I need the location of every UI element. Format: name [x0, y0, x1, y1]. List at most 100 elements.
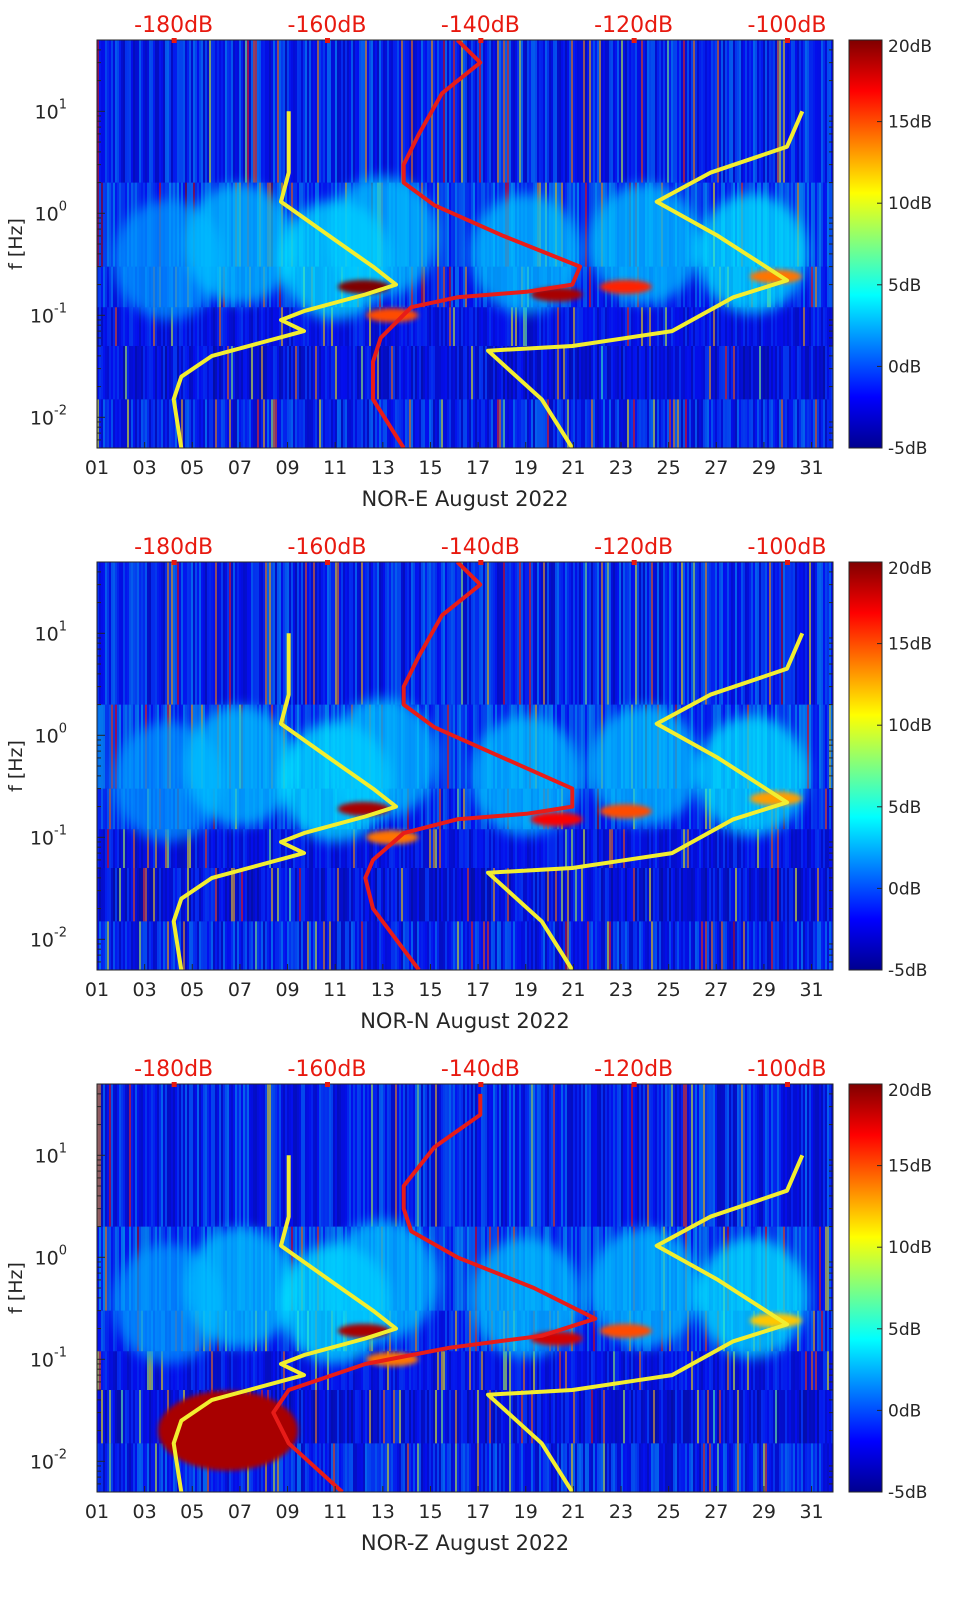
colorbar-tick-label: 5dB [888, 798, 921, 818]
x-tick-label: 07 [228, 1501, 252, 1523]
top-tick-mark [171, 38, 177, 43]
x-tick-label: 27 [704, 1501, 728, 1523]
x-tick-label: 29 [752, 457, 776, 479]
hotspot [530, 1331, 583, 1346]
noise-model-curve [271, 1093, 598, 1492]
spectrogram-texture [97, 40, 833, 448]
y-axis-label: f [Hz] [5, 218, 27, 270]
x-tick-label: 13 [371, 979, 395, 1001]
top-tick-label: -140dB [441, 535, 520, 560]
top-tick-label: -120dB [594, 1057, 673, 1082]
x-tick-label: 09 [275, 457, 299, 479]
y-tick-label: 10-2 [30, 1447, 67, 1473]
hotspot [599, 804, 652, 819]
spectrogram-plot [96, 561, 834, 971]
colorbar-tick-label: -5dB [888, 1483, 927, 1503]
top-tick-label: -160dB [288, 535, 367, 560]
colorbar-tick-label: 15dB [888, 113, 932, 133]
colorbar: 20dB 15dB 10dB 5dB 0dB -5dB [848, 37, 932, 459]
top-tick-mark [631, 1082, 637, 1087]
top-tick-mark [325, 1082, 330, 1087]
x-axis-label: NOR-N August 2022 [360, 1009, 570, 1033]
top-tick-mark [631, 38, 637, 43]
hotspot [599, 1323, 652, 1338]
colorbar-gradient [848, 1083, 883, 1493]
top-tick-mark [171, 1082, 177, 1087]
panel-nor-z: -180dB -160dB -140dB -120dB -100dB 01 03 05 07 0… [5, 1057, 932, 1555]
x-axis: 01 03 05 07 09 11 13 15 17 19 21 23 25 27 29 31 [85, 442, 824, 479]
x-tick-label: 09 [275, 979, 299, 1001]
top-tick-label: -180dB [134, 13, 213, 38]
colorbar-tick-label: 10dB [888, 1238, 932, 1258]
noise-model-curve [171, 633, 398, 970]
colorbar-tick-label: 20dB [888, 37, 932, 57]
y-tick-label: 101 [35, 97, 67, 123]
noise-model-curve [486, 1154, 805, 1492]
x-tick-label: 09 [275, 1501, 299, 1523]
x-tick-label: 27 [704, 979, 728, 1001]
x-tick-label: 31 [799, 1501, 823, 1523]
top-tick-mark [325, 38, 330, 43]
x-tick-label: 17 [466, 979, 490, 1001]
colorbar-tick-label: 5dB [888, 1320, 921, 1340]
colorbar-tick-label: -5dB [888, 961, 927, 981]
colorbar-tick-label: -5dB [888, 439, 927, 459]
x-tick-label: 21 [561, 457, 585, 479]
colorbar-tick-label: 15dB [888, 1157, 932, 1177]
y-tick-label: 10-1 [30, 823, 67, 849]
top-tick-label: -180dB [134, 535, 213, 560]
x-tick-label: 15 [418, 457, 442, 479]
x-tick-label: 15 [418, 1501, 442, 1523]
colorbar-gradient [848, 561, 883, 971]
top-tick-label: -180dB [134, 1057, 213, 1082]
colorbar-gradient [848, 39, 883, 449]
y-axis-label: f [Hz] [5, 740, 27, 792]
top-tick-mark [631, 560, 637, 565]
y-tick-label: 101 [35, 619, 67, 645]
x-tick-label: 19 [514, 979, 538, 1001]
noise-model-curve [486, 632, 805, 970]
top-tick-mark [478, 1082, 484, 1087]
top-tick-mark [785, 38, 790, 43]
top-tick-label: -120dB [594, 13, 673, 38]
x-tick-label: 11 [323, 1501, 347, 1523]
top-tick-mark [785, 560, 790, 565]
hotspot [599, 279, 652, 294]
y-tick-label: 100 [35, 1243, 67, 1269]
x-tick-label: 11 [323, 457, 347, 479]
x-tick-label: 03 [133, 979, 157, 1001]
hotspots [337, 269, 802, 323]
top-db-axis: -180dB -160dB -140dB -120dB -100dB [134, 13, 827, 43]
x-tick-label: 21 [561, 1501, 585, 1523]
x-tick-label: 23 [609, 457, 633, 479]
x-tick-label: 19 [514, 1501, 538, 1523]
x-tick-label: 23 [609, 1501, 633, 1523]
top-db-axis: -180dB -160dB -140dB -120dB -100dB [134, 1057, 827, 1087]
x-tick-label: 27 [704, 457, 728, 479]
y-tick-label: 10-1 [30, 1345, 67, 1371]
x-tick-label: 29 [752, 979, 776, 1001]
top-tick-mark [325, 560, 330, 565]
colorbar: 20dB 15dB 10dB 5dB 0dB -5dB [848, 559, 932, 981]
x-tick-label: 05 [180, 1501, 204, 1523]
y-axis-label: f [Hz] [5, 1262, 27, 1314]
x-tick-label: 03 [133, 457, 157, 479]
x-tick-label: 03 [133, 1501, 157, 1523]
noise-model-curve [171, 1155, 398, 1492]
top-tick-label: -100dB [748, 1057, 827, 1082]
spectrogram-plot [96, 1083, 834, 1493]
y-axis: 10-2 10-1 100 101 [30, 39, 833, 449]
noise-model-curve [171, 111, 398, 448]
x-tick-label: 07 [228, 979, 252, 1001]
top-tick-label: -160dB [288, 1057, 367, 1082]
panel-nor-n: -180dB -160dB -140dB -120dB -100dB 01 03 05 07 0… [5, 535, 932, 1033]
x-axis: 01 03 05 07 09 11 13 15 17 19 21 23 25 27 29 31 [85, 1486, 824, 1523]
x-tick-label: 31 [799, 979, 823, 1001]
x-tick-label: 23 [609, 979, 633, 1001]
colorbar-tick-label: 20dB [888, 1081, 932, 1101]
y-tick-label: 100 [35, 199, 67, 225]
x-tick-label: 17 [466, 457, 490, 479]
y-tick-label: 10-1 [30, 301, 67, 327]
x-tick-label: 25 [657, 979, 681, 1001]
y-tick-label: 101 [35, 1141, 67, 1167]
